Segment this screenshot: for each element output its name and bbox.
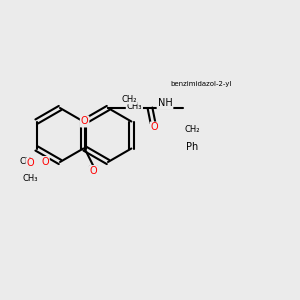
Text: CH₂: CH₂ (184, 124, 200, 134)
Text: O: O (41, 157, 49, 167)
Text: benzimidazol-2-yl: benzimidazol-2-yl (170, 81, 232, 87)
Text: CH₂: CH₂ (121, 94, 137, 103)
Text: O: O (81, 116, 88, 127)
Text: NH: NH (158, 98, 172, 109)
Text: O: O (90, 166, 98, 176)
Text: O: O (27, 158, 34, 169)
Text: CH₃: CH₃ (23, 174, 38, 183)
Text: Ph: Ph (186, 142, 198, 152)
Text: CH₃: CH₃ (19, 158, 35, 166)
Text: O: O (151, 122, 158, 133)
Text: CH₃: CH₃ (127, 102, 142, 111)
